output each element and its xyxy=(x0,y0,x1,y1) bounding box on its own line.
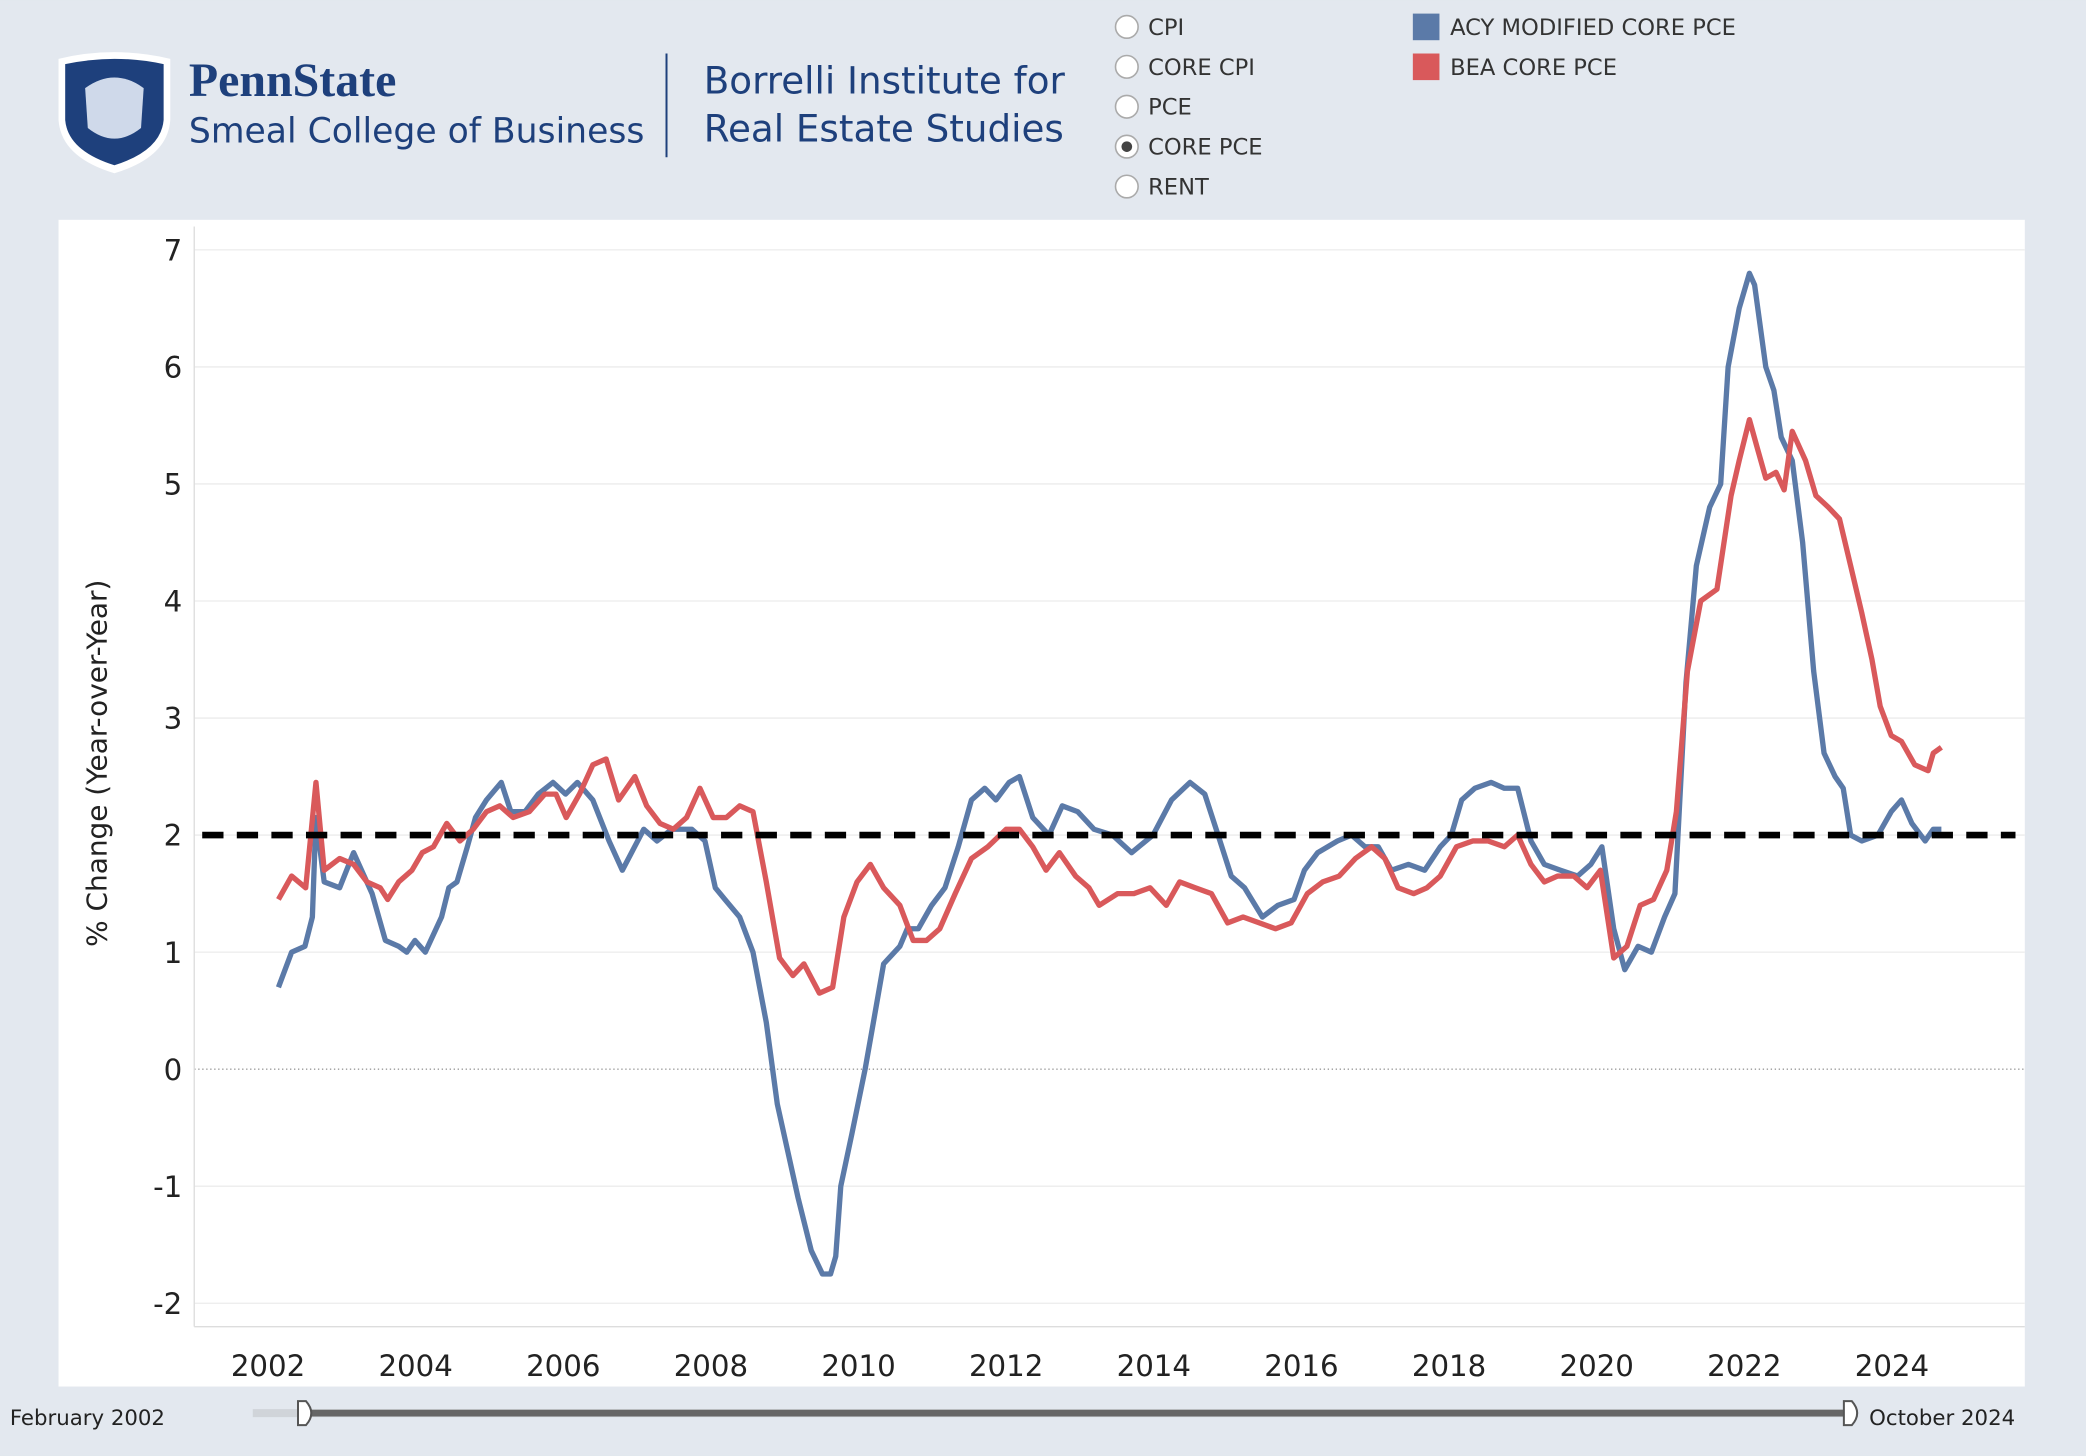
x-tick-label: 2002 xyxy=(231,1349,305,1383)
radio-button[interactable] xyxy=(1114,14,1139,40)
chart-panel xyxy=(58,219,2025,1387)
radio-button[interactable] xyxy=(1114,54,1139,79)
x-tick-label: 2020 xyxy=(1559,1349,1633,1383)
y-tick-label: -2 xyxy=(153,1287,182,1321)
x-tick-label: 2022 xyxy=(1707,1349,1781,1383)
y-tick-label: 3 xyxy=(164,702,183,736)
institute: Borrelli Institute for xyxy=(704,58,1066,102)
y-tick-label: 5 xyxy=(164,468,183,502)
y-tick-label: -1 xyxy=(153,1170,182,1204)
y-tick-label: 2 xyxy=(164,819,183,853)
slider-handle[interactable] xyxy=(1842,1400,1859,1427)
y-tick-label: 4 xyxy=(164,585,183,619)
x-tick-label: 2018 xyxy=(1412,1349,1486,1383)
institute: Real Estate Studies xyxy=(704,106,1064,150)
radio-label[interactable]: PCE xyxy=(1148,95,1192,121)
series-line xyxy=(276,416,1943,996)
legend-swatch xyxy=(1412,53,1440,81)
radio-label[interactable]: RENT xyxy=(1148,175,1209,201)
slider-handle[interactable] xyxy=(297,1400,313,1427)
legend-swatch xyxy=(1412,13,1440,41)
brand: PennState xyxy=(189,54,396,107)
logo xyxy=(58,52,171,174)
x-tick-label: 2012 xyxy=(969,1349,1043,1383)
x-tick-label: 2006 xyxy=(526,1349,600,1383)
legend-label: ACY MODIFIED CORE PCE xyxy=(1450,15,1736,41)
lion xyxy=(85,77,144,139)
y-tick-label: 1 xyxy=(164,936,183,970)
x-tick-label: 2010 xyxy=(821,1349,895,1383)
slider-end: October 2024 xyxy=(1869,1406,2015,1431)
x-tick-label: 2014 xyxy=(1117,1349,1191,1383)
slider-start: February 2002 xyxy=(10,1406,165,1431)
legend-label: BEA CORE PCE xyxy=(1450,55,1617,81)
college: Smeal College of Business xyxy=(189,112,645,152)
radio-button[interactable] xyxy=(1114,174,1139,199)
x-tick-label: 2004 xyxy=(378,1349,452,1383)
series-line xyxy=(275,270,1942,1277)
y-tick-label: 7 xyxy=(164,234,183,268)
x-tick-label: 2008 xyxy=(674,1349,748,1383)
y-axis-label: % Change (Year-over-Year) xyxy=(80,580,113,947)
radio-dot xyxy=(1121,141,1133,152)
radio-label[interactable]: CPI xyxy=(1148,15,1184,41)
radio-label[interactable]: CORE PCE xyxy=(1148,135,1262,161)
y-tick-label: 6 xyxy=(164,351,183,385)
y-tick-label: 0 xyxy=(164,1053,183,1087)
x-tick-label: 2024 xyxy=(1855,1349,1929,1383)
radio-label[interactable]: CORE CPI xyxy=(1148,55,1255,81)
radio-button[interactable] xyxy=(1114,94,1139,119)
x-tick-label: 2016 xyxy=(1264,1349,1338,1383)
